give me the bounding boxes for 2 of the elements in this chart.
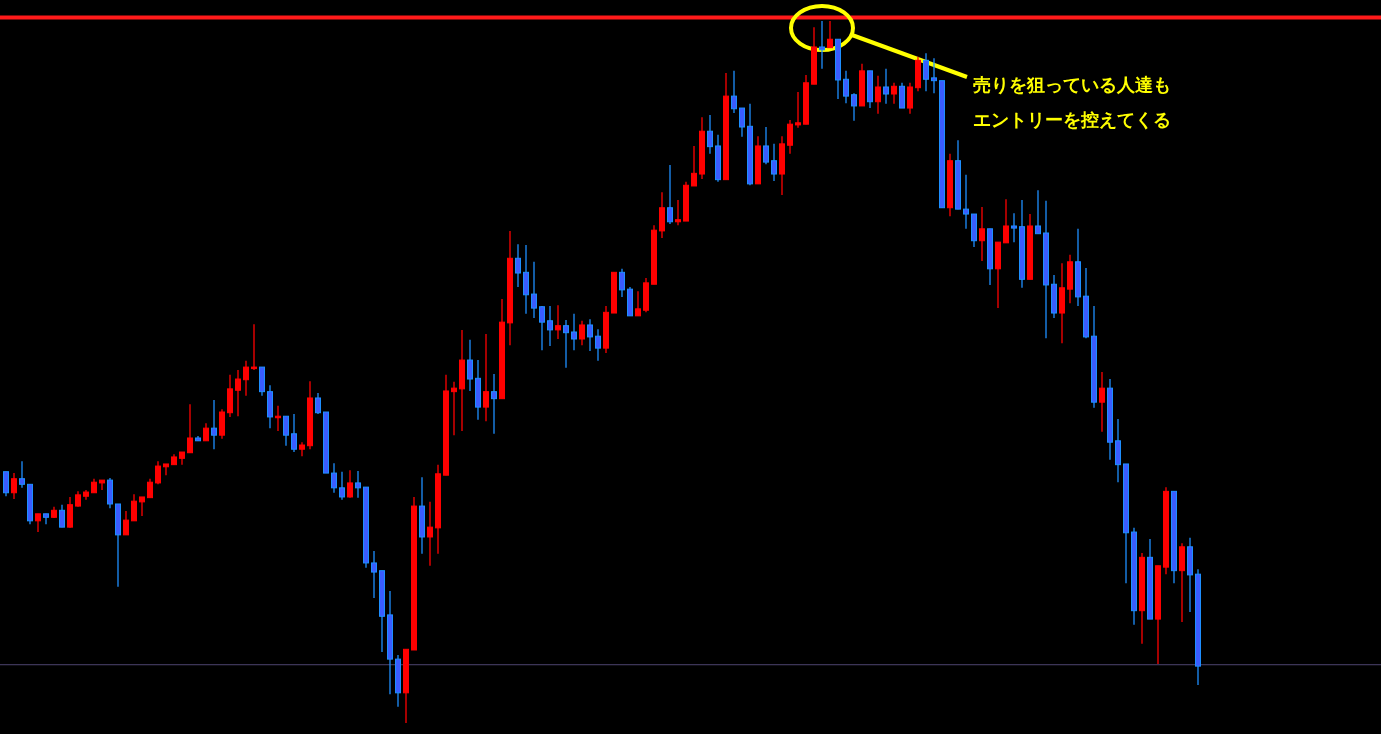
annotation: エントリーを控えてくる: [973, 109, 1171, 130]
annotation: 売りを狙っている人達も: [973, 74, 1171, 95]
